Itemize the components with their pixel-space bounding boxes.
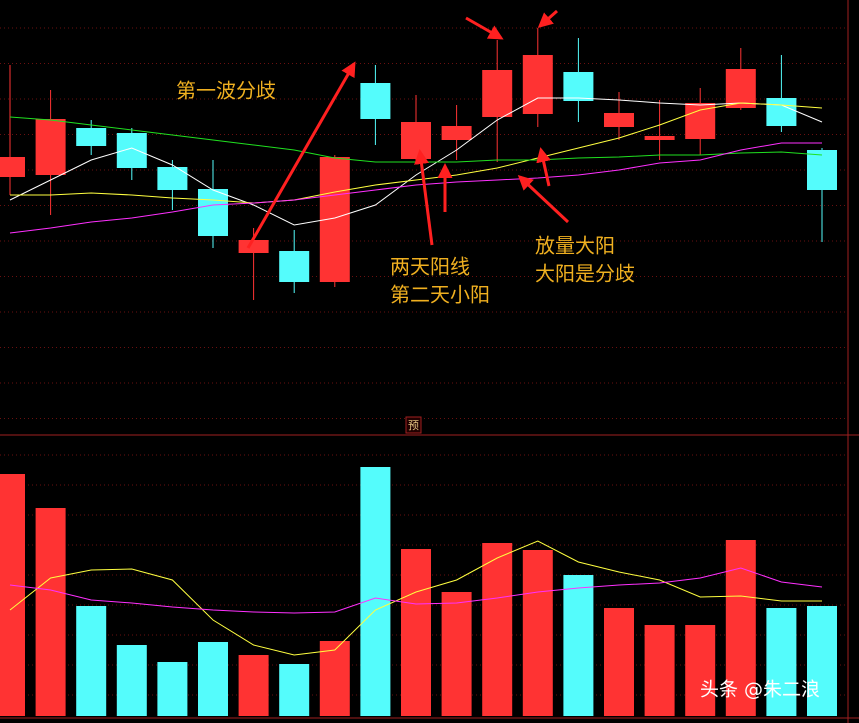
volume-bar: [401, 549, 431, 716]
volume-bar: [279, 664, 310, 716]
annotation: 大阳是分歧: [535, 262, 635, 286]
annotation: 放量大阳: [535, 234, 615, 258]
arrow: [537, 9, 558, 28]
volume-bar: [0, 474, 25, 716]
candle-body: [0, 157, 25, 177]
candle-body: [604, 113, 634, 127]
volume-bar: [563, 575, 594, 716]
candle-body: [441, 126, 472, 140]
candle-body: [157, 167, 188, 190]
candle-body: [766, 98, 797, 126]
volume-bar: [685, 625, 716, 716]
candle-body: [644, 136, 675, 140]
candle-body: [685, 103, 716, 139]
candle-body: [360, 83, 391, 119]
arrow: [246, 61, 356, 249]
volume-bar: [644, 625, 675, 716]
candle-body: [725, 69, 756, 108]
candle-body: [198, 189, 228, 236]
marker-box: [405, 416, 422, 434]
watermark: 头条 @朱二浪: [700, 679, 820, 701]
candle-body: [563, 72, 594, 101]
candle-body: [238, 240, 269, 253]
volume-bar: [319, 641, 350, 716]
arrows: [246, 9, 570, 249]
volume-bar: [766, 608, 797, 716]
candle-body: [76, 128, 107, 146]
candle-body: [482, 70, 513, 117]
ma-line: [10, 102, 823, 204]
volume-bar: [441, 592, 472, 716]
candle-body: [116, 133, 147, 168]
volume-bar: [76, 606, 107, 716]
arrow: [536, 147, 551, 187]
candle-body: [279, 251, 310, 282]
volume-bar: [35, 508, 66, 716]
candle-body: [807, 150, 837, 190]
candle-body: [35, 119, 66, 175]
volume-bar: [522, 550, 553, 716]
volume-bar: [482, 543, 513, 716]
candle-body: [401, 122, 431, 159]
volume-bar: [198, 642, 228, 716]
volume-bar: [604, 608, 634, 716]
plot: [0, 28, 837, 716]
volume-bar: [360, 467, 391, 716]
annotation: 两天阳线: [390, 255, 470, 279]
volume-bar: [725, 540, 756, 716]
candle-body: [522, 55, 553, 114]
arrow: [465, 16, 504, 40]
ma-line: [9, 540, 822, 656]
marker: 预: [408, 419, 419, 432]
annotation: 第二天小阳: [390, 283, 490, 307]
arrow: [517, 174, 570, 224]
annotation: 第一波分歧: [176, 79, 276, 103]
ma-line: [9, 142, 822, 234]
arrow: [414, 149, 434, 246]
volume-bar: [238, 655, 269, 716]
volume-bar: [116, 645, 147, 716]
ma-line: [9, 567, 823, 614]
volume-bar: [157, 662, 188, 716]
volume-bar: [807, 606, 837, 716]
ma-line: [9, 97, 823, 226]
